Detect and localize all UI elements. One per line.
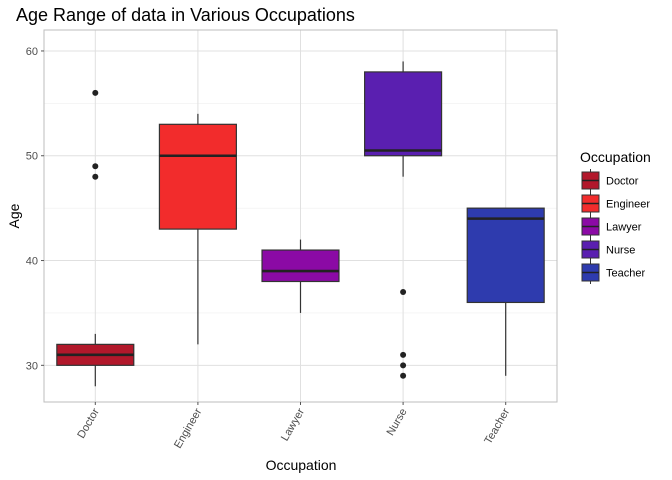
- legend-entry-nurse: Nurse: [581, 238, 635, 261]
- legend-entry-lawyer: Lawyer: [581, 215, 642, 238]
- x-tick-label: Teacher: [482, 406, 512, 446]
- legend-label: Teacher: [606, 268, 645, 280]
- x-tick-label: Nurse: [385, 407, 410, 438]
- y-tick-label: 30: [26, 360, 38, 372]
- x-axis-title: Occupation: [266, 457, 337, 473]
- legend-entry-engineer: Engineer: [581, 192, 650, 215]
- outlier-point: [400, 288, 407, 295]
- outlier-point: [92, 163, 99, 170]
- legend-entry-teacher: Teacher: [581, 261, 645, 284]
- box-lawyer: [261, 239, 340, 313]
- chart-title: Age Range of data in Various Occupations: [16, 5, 355, 25]
- box-iqr: [158, 123, 237, 230]
- legend: Occupation Doctor Engineer Lawyer Nurse Teac…: [580, 149, 651, 284]
- box-iqr: [466, 207, 545, 304]
- outlier-point: [400, 362, 407, 369]
- legend-label: Doctor: [606, 176, 639, 188]
- x-tick-label: Lawyer: [279, 406, 307, 443]
- box-teacher: [466, 207, 545, 376]
- box-engineer: [158, 113, 237, 345]
- outlier-point: [92, 89, 99, 96]
- legend-label: Lawyer: [606, 222, 642, 234]
- y-tick-label: 50: [26, 151, 38, 163]
- box-doctor: [56, 89, 135, 387]
- legend-label: Nurse: [606, 245, 635, 257]
- box-iqr: [364, 71, 443, 157]
- box-iqr: [261, 249, 340, 283]
- y-tick-label: 40: [26, 256, 38, 268]
- outlier-point: [400, 372, 407, 379]
- y-axis-title: Age: [6, 203, 22, 228]
- x-tick-label: Doctor: [75, 406, 102, 440]
- legend-entry-doctor: Doctor: [581, 169, 639, 192]
- y-tick-label: 60: [26, 46, 38, 58]
- boxes: [56, 61, 545, 387]
- legend-label: Engineer: [606, 199, 650, 211]
- box-nurse: [364, 61, 443, 379]
- outlier-point: [92, 173, 99, 180]
- outlier-point: [400, 351, 407, 358]
- legend-title: Occupation: [580, 149, 651, 165]
- x-tick-label: Engineer: [172, 406, 205, 450]
